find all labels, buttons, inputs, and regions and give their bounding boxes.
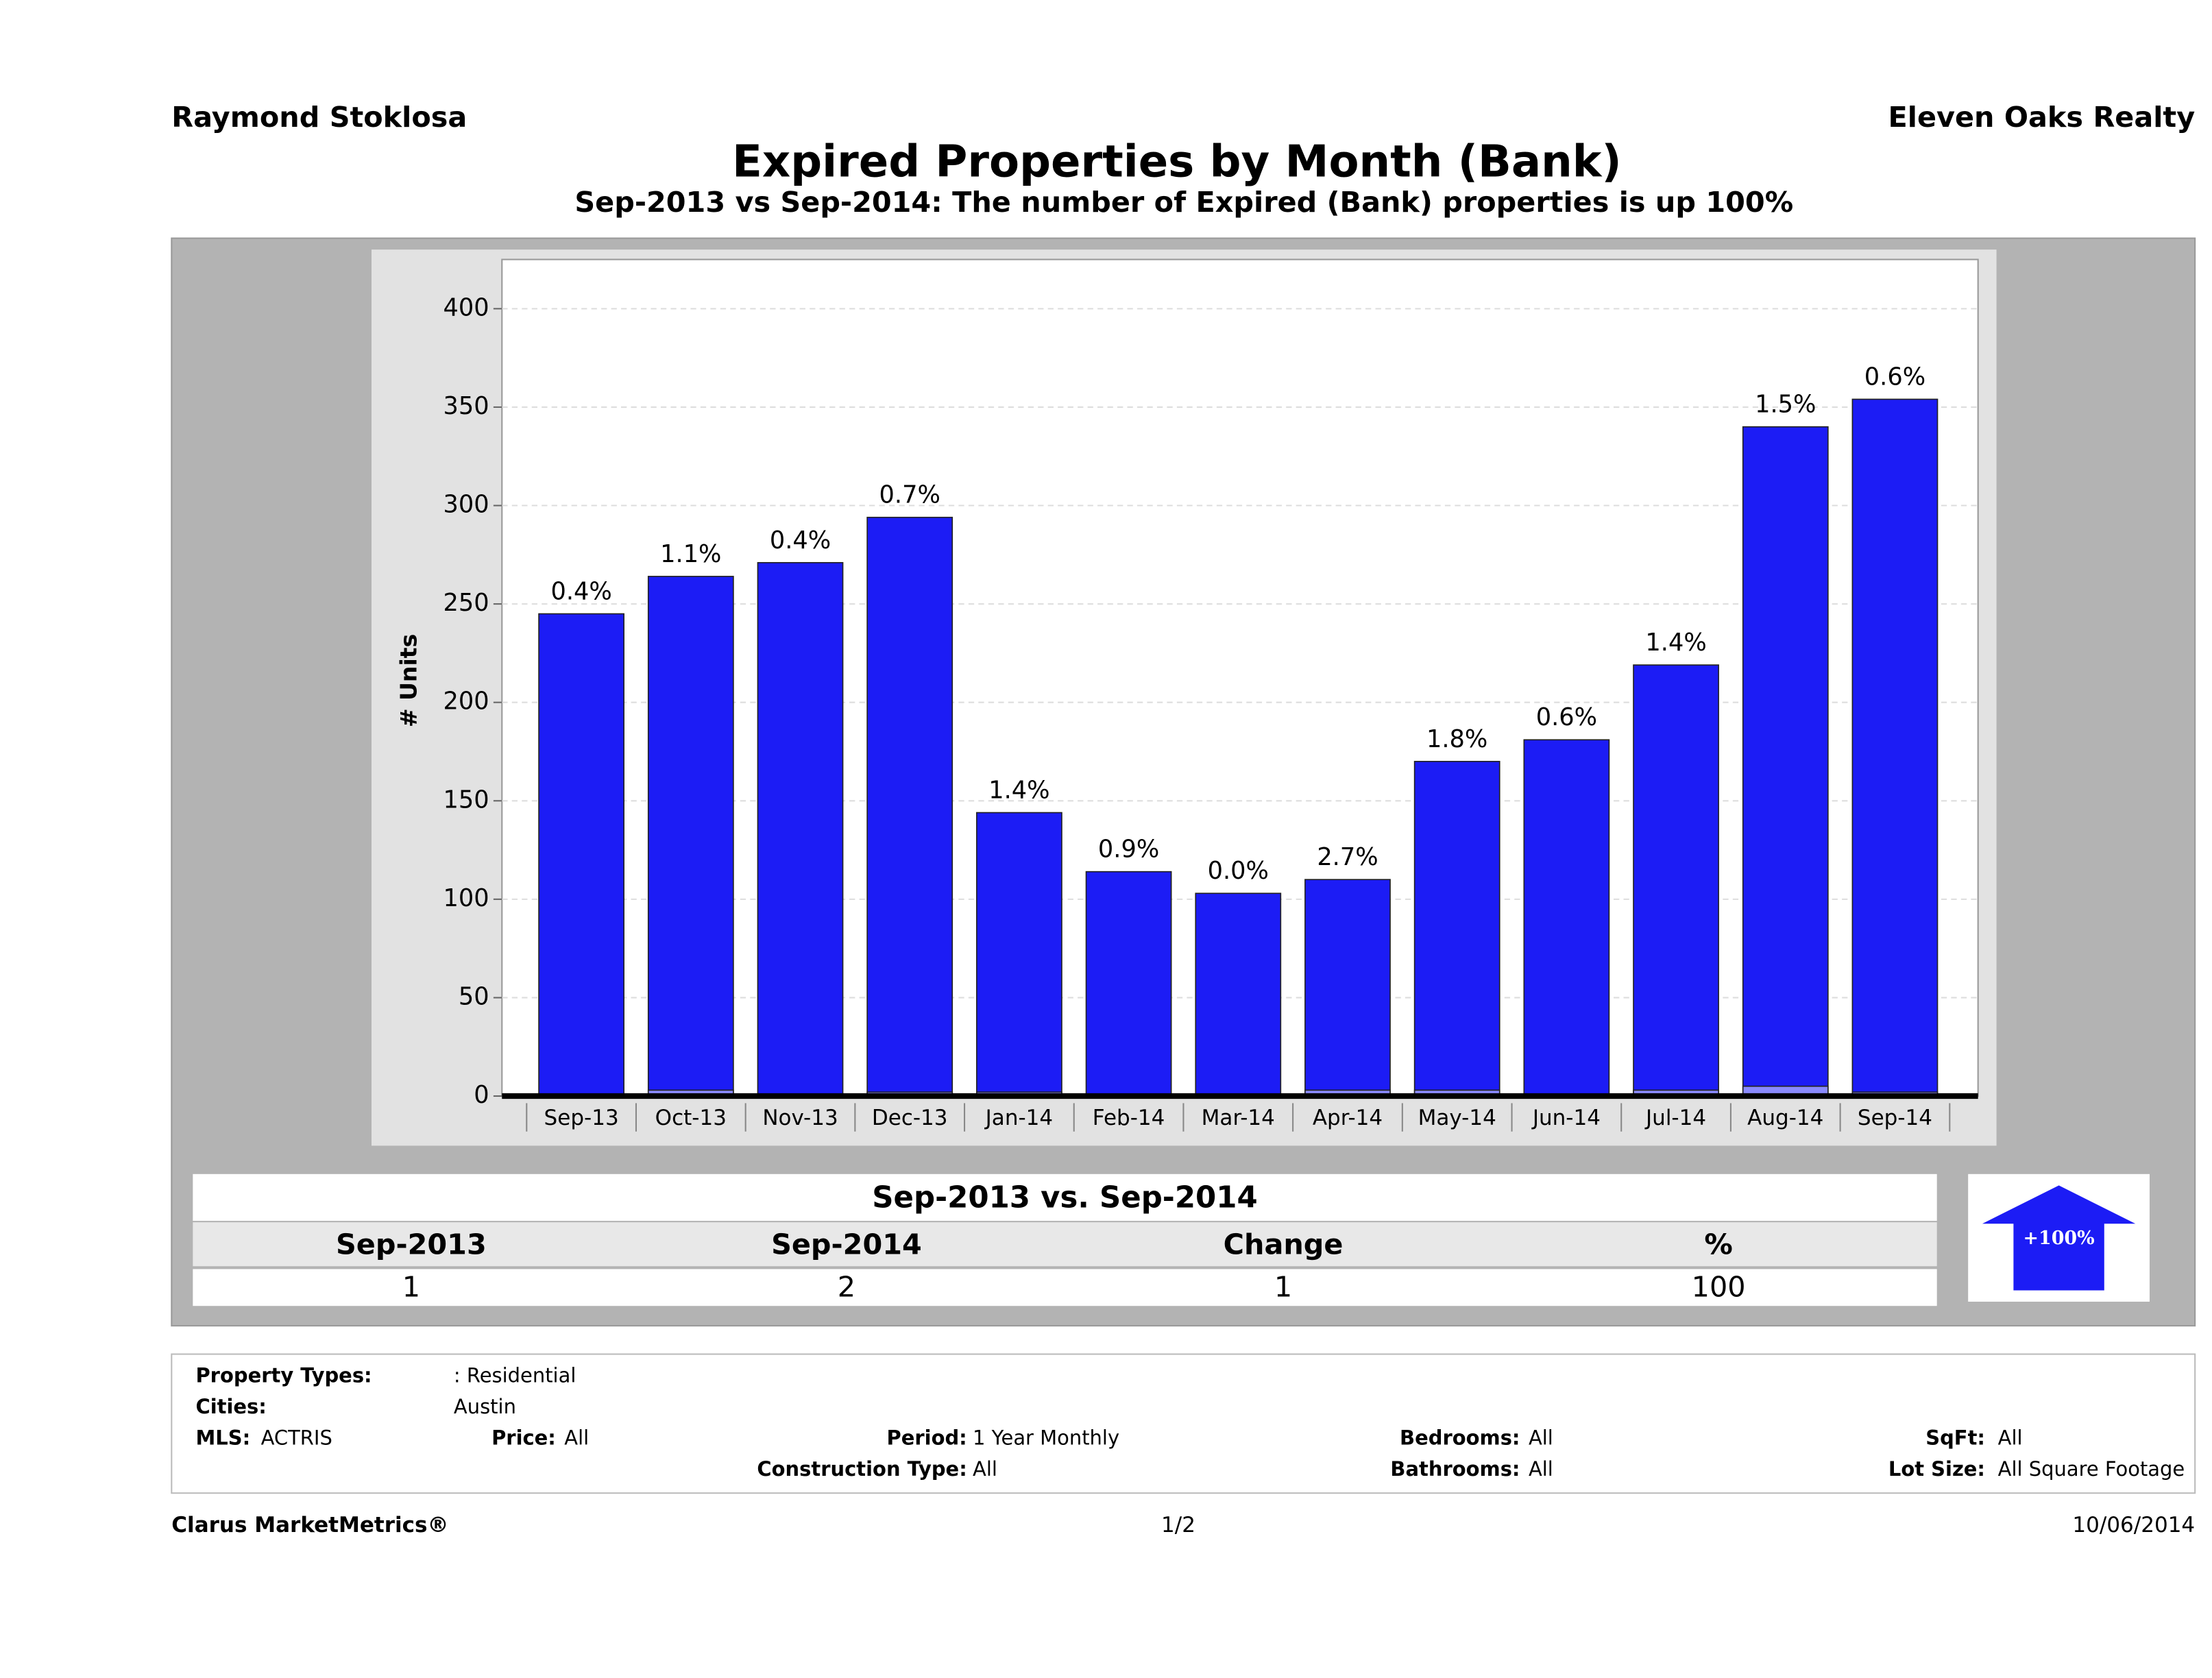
agent-name: Raymond Stoklosa <box>171 101 467 134</box>
x-tick-label: Nov-13 <box>762 1106 838 1130</box>
table-value: 100 <box>1692 1270 1746 1303</box>
filter-label: MLS: <box>195 1426 250 1450</box>
filter-value: ACTRIS <box>261 1426 332 1450</box>
up-arrow <box>1982 1185 2136 1291</box>
y-tick-label: 350 <box>443 392 489 420</box>
filter-label: Price: <box>491 1426 556 1450</box>
footer-brand: Clarus MarketMetrics® <box>171 1513 448 1537</box>
y-tick-label: 150 <box>443 786 489 814</box>
x-tick-label: Jan-14 <box>984 1106 1053 1130</box>
table-header-row <box>193 1222 1937 1267</box>
filter-value: 1 Year Monthly <box>973 1426 1119 1450</box>
y-axis-label: # Units <box>395 634 422 727</box>
bar <box>1633 664 1719 1097</box>
filter-label: Property Types: <box>195 1364 372 1387</box>
percent-label: 1.5% <box>1755 391 1816 419</box>
bar <box>866 516 953 1097</box>
x-tick-label: Dec-13 <box>872 1106 948 1130</box>
percent-label: 0.7% <box>879 481 940 509</box>
percent-label: 0.6% <box>1864 363 1925 391</box>
filter-value: Austin <box>454 1395 516 1418</box>
chart-subtitle: Sep-2013 vs Sep-2014: The number of Expi… <box>574 186 1793 219</box>
filter-label: Construction Type: <box>757 1457 967 1481</box>
table-header: Sep-2013 <box>336 1228 487 1261</box>
percent-label: 0.0% <box>1208 857 1269 885</box>
filter-value: All <box>1529 1457 1553 1481</box>
percent-label: 0.6% <box>1536 703 1597 731</box>
filter-value: All <box>1998 1426 2023 1450</box>
badge-label: +100% <box>2023 1228 2095 1249</box>
percent-label: 1.1% <box>660 540 721 568</box>
y-tick-label: 400 <box>443 293 489 321</box>
company-name: Eleven Oaks Realty <box>1888 101 2196 134</box>
x-tick-label: Mar-14 <box>1202 1106 1275 1130</box>
filters-box <box>171 1353 2196 1494</box>
percent-label: 1.8% <box>1426 725 1487 753</box>
y-tick-label: 100 <box>443 884 489 912</box>
y-tick-label: 50 <box>459 982 489 1010</box>
bar <box>1413 761 1500 1097</box>
x-tick-label: Sep-13 <box>544 1106 619 1130</box>
bar <box>1742 426 1829 1097</box>
table-title: Sep-2013 vs. Sep-2014 <box>872 1181 1257 1215</box>
y-tick-label: 0 <box>474 1081 489 1109</box>
filter-value: All Square Footage <box>1998 1457 2185 1481</box>
x-tick-label: Jul-14 <box>1644 1106 1706 1130</box>
bar <box>1195 892 1282 1097</box>
table-value: 1 <box>402 1270 420 1303</box>
chart-title: Expired Properties by Month (Bank) <box>732 136 1622 188</box>
filter-label: Lot Size: <box>1888 1457 1985 1481</box>
x-tick-label: May-14 <box>1418 1106 1496 1130</box>
bar <box>1523 739 1610 1097</box>
filter-label: Bathrooms: <box>1390 1457 1520 1481</box>
bar <box>1085 871 1172 1097</box>
filter-value: All <box>564 1426 589 1450</box>
x-tick-label: Apr-14 <box>1313 1106 1383 1130</box>
table-header: % <box>1704 1228 1732 1261</box>
table-value: 1 <box>1274 1270 1292 1303</box>
filter-value: All <box>973 1457 997 1481</box>
filter-label: Bedrooms: <box>1400 1426 1520 1450</box>
percent-label: 1.4% <box>988 776 1049 804</box>
table-title-row <box>193 1174 1937 1221</box>
bar <box>1304 879 1391 1097</box>
footer-page: 1/2 <box>1161 1513 1195 1537</box>
bar <box>538 613 625 1097</box>
table-header: Change <box>1224 1228 1344 1261</box>
x-tick-label: Oct-13 <box>655 1106 727 1130</box>
table-header: Sep-2014 <box>771 1228 922 1261</box>
y-tick-label: 250 <box>443 589 489 617</box>
filter-value: All <box>1529 1426 1553 1450</box>
bar <box>976 812 1062 1097</box>
table-data-row <box>193 1269 1937 1306</box>
percent-label: 2.7% <box>1317 843 1378 871</box>
y-tick-label: 200 <box>443 688 489 716</box>
bar <box>1851 398 1938 1097</box>
percent-label: 0.9% <box>1098 836 1159 864</box>
x-tick-label: Aug-14 <box>1747 1106 1823 1130</box>
y-tick-label: 300 <box>443 491 489 519</box>
x-tick-label: Jun-14 <box>1531 1106 1601 1130</box>
filter-label: Cities: <box>195 1395 266 1418</box>
table-value: 2 <box>838 1270 855 1303</box>
percent-label: 1.4% <box>1645 629 1706 657</box>
percent-label: 0.4% <box>550 577 611 605</box>
x-tick-label: Feb-14 <box>1093 1106 1165 1130</box>
x-tick-label: Sep-14 <box>1858 1106 1932 1130</box>
bar <box>647 576 734 1097</box>
filter-label: Period: <box>887 1426 967 1450</box>
filter-label: SqFt: <box>1925 1426 1985 1450</box>
percent-label: 0.4% <box>770 526 831 555</box>
footer-date: 10/06/2014 <box>2072 1513 2195 1537</box>
filter-value: : Residential <box>454 1364 576 1387</box>
bar <box>757 561 844 1097</box>
